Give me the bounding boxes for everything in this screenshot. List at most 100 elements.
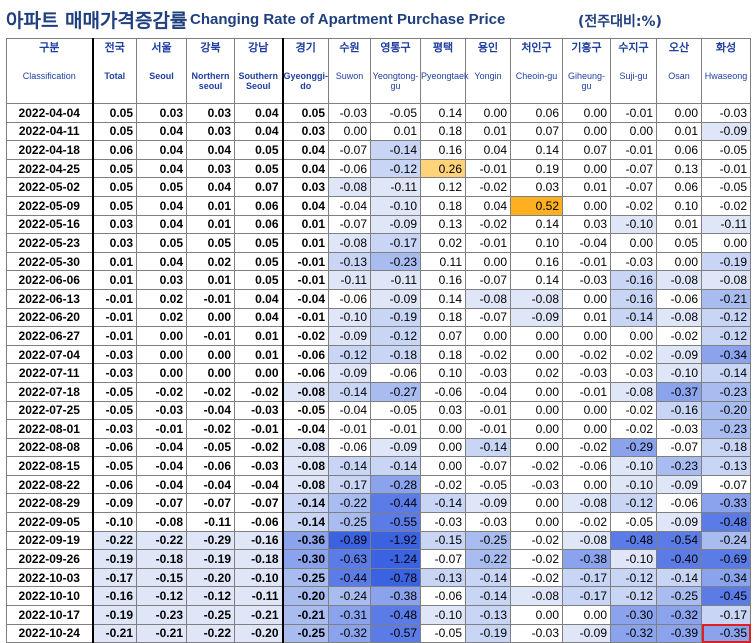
value-cell: 0.14 [510,270,563,290]
value-cell: -0.17 [562,567,611,588]
value-cell: -1.92 [370,530,421,551]
value-cell: 0.05 [136,177,187,197]
price-change-table: 구분 Classification 전국 Total 서울 Seoul 강북 Northern… [6,38,751,643]
value-cell: -0.06 [282,363,329,383]
column-header-english: Giheung-gu [567,71,606,91]
value-cell: -0.07 [234,493,284,514]
value-cell: -0.14 [465,586,511,607]
value-cell: 0.13 [656,158,702,179]
value-cell: -0.08 [562,493,611,514]
value-cell: -0.16 [610,288,657,309]
value-cell: -0.19 [186,549,235,569]
value-cell: 0.05 [92,158,137,179]
value-cell: -0.14 [328,381,371,402]
value-cell: 0.00 [136,363,187,383]
column-header-korean: 전국 [104,42,125,54]
column-header-english: Osan [668,71,690,81]
value-cell: -0.54 [656,530,702,551]
value-cell: 0.04 [234,121,284,142]
value-cell: 0.00 [186,307,235,328]
value-cell: -0.14 [656,567,702,588]
value-cell: -0.04 [282,419,329,439]
value-cell: 0.03 [186,158,235,179]
value-cell: 0.00 [510,400,563,421]
value-cell: -0.06 [234,512,284,532]
value-cell: 0.04 [234,288,284,309]
value-cell: -0.04 [136,474,187,495]
column-header: 경기 Gyeonggi-do [282,38,329,104]
value-cell: 0.01 [465,121,511,142]
value-cell: -0.34 [701,344,751,365]
value-cell: 0.05 [92,103,137,123]
value-cell: -0.30 [610,605,657,625]
value-cell: -0.57 [370,623,421,643]
value-cell: -0.08 [282,381,329,402]
row-date: 2022-08-22 [6,474,94,495]
value-cell: -0.03 [465,512,511,532]
value-cell: -0.01 [186,288,235,309]
value-cell: -0.05 [92,381,137,402]
value-cell: -0.10 [610,456,657,476]
value-cell: 0.03 [282,121,329,142]
value-cell: -0.02 [465,177,511,197]
row-date: 2022-07-11 [6,363,94,383]
value-cell: -0.09 [510,307,563,328]
value-cell: -0.34 [701,567,751,588]
value-cell: -0.30 [282,549,329,569]
value-cell: 0.02 [136,288,187,309]
value-cell: 0.00 [234,363,284,383]
value-cell: -0.13 [420,567,466,588]
value-cell: 0.00 [186,344,235,365]
row-date: 2022-06-06 [6,270,94,290]
value-cell: -0.39 [656,623,702,643]
value-cell: 0.04 [465,140,511,160]
column-header-korean: 수지구 [618,42,649,54]
column-header-english: Northern seoul [191,71,230,91]
value-cell: -0.06 [328,158,371,179]
value-cell: -0.06 [656,288,702,309]
value-cell: -0.12 [610,586,657,607]
column-header-korean: 오산 [668,42,690,54]
value-cell: -0.02 [186,381,235,402]
value-cell: -0.12 [610,493,657,514]
row-date: 2022-10-10 [6,586,94,607]
value-cell: 0.02 [136,307,187,328]
value-cell: -0.08 [465,288,511,309]
value-cell: -0.07 [656,437,702,458]
value-cell: -0.14 [610,307,657,328]
value-cell: -0.48 [701,512,751,532]
value-cell: -1.24 [370,549,421,569]
column-header: 화성 Hwaseong [701,38,751,104]
value-cell: -0.25 [186,605,235,625]
value-cell: -0.16 [610,270,657,290]
value-cell: -0.10 [328,307,371,328]
value-cell: 0.01 [562,177,611,197]
column-header-english: Classification [22,71,76,81]
value-cell: 0.05 [234,251,284,272]
value-cell: -0.04 [328,195,371,216]
value-cell: -0.29 [186,530,235,551]
value-cell: 0.18 [420,195,466,216]
value-cell: -0.14 [370,456,421,476]
value-cell: -0.03 [234,456,284,476]
value-cell: 0.06 [656,177,702,197]
value-cell: -0.13 [465,605,511,625]
value-cell: -0.29 [610,437,657,458]
row-date: 2022-04-11 [6,121,94,142]
table-row: 2022-10-24 -0.21 -0.21 -0.22 -0.20 -0.25 -0.32… [6,623,751,643]
value-cell: 0.00 [465,103,511,123]
value-cell: -0.14 [282,512,329,532]
value-cell: 0.00 [562,288,611,309]
table-row: 2022-07-04 -0.03 0.00 0.00 0.01 -0.06 -0.12 -0.… [6,344,751,365]
row-date: 2022-10-03 [6,567,94,588]
column-header: 오산 Osan [656,38,702,104]
value-cell: -0.22 [465,549,511,569]
value-cell: -0.01 [465,419,511,439]
value-cell: -0.04 [282,288,329,309]
row-date: 2022-05-16 [6,214,94,235]
value-cell: 0.07 [420,326,466,346]
value-cell: 0.05 [234,233,284,253]
value-cell: -0.07 [136,493,187,514]
value-cell: 0.00 [610,233,657,253]
